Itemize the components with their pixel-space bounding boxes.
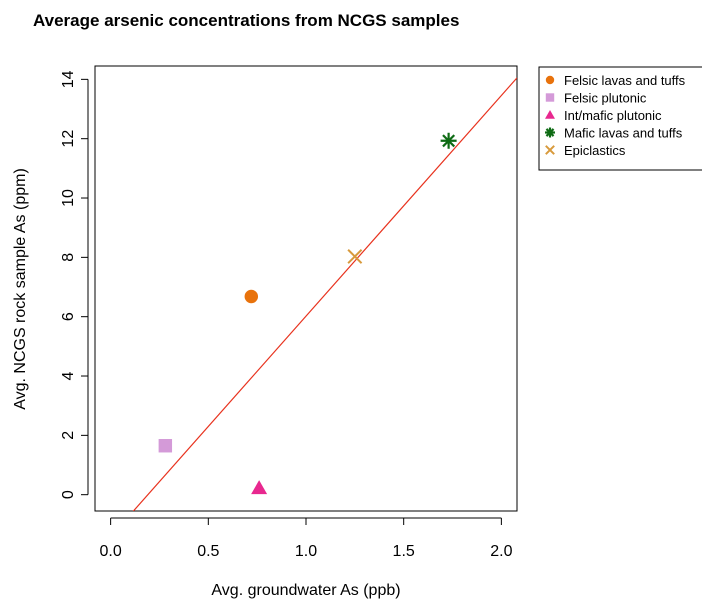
data-point-asterisk	[440, 132, 457, 149]
y-tick-label: 10	[60, 189, 77, 207]
legend-box	[538, 66, 702, 171]
fit-line	[132, 77, 517, 511]
plot-frame	[94, 65, 518, 512]
legend-label: Epiclastics	[564, 143, 626, 158]
y-tick-label: 14	[60, 70, 77, 88]
legend-marker-triangle	[545, 110, 555, 119]
data-point-asterisk-stroke	[442, 134, 456, 148]
data-point-square	[158, 439, 173, 453]
legend-label: Int/mafic plutonic	[564, 108, 662, 123]
legend-label: Mafic lavas and tuffs	[564, 126, 683, 141]
data-point-circle	[244, 289, 259, 304]
x-tick-label: 0.0	[100, 543, 122, 560]
x-tick-label: 1.5	[393, 543, 415, 560]
legend-label: Felsic lavas and tuffs	[564, 73, 686, 88]
legend-label: Felsic plutonic	[564, 91, 647, 106]
legend-items: Felsic lavas and tuffs Felsic plutonic Int…	[545, 73, 686, 158]
x-tick-label: 0.5	[197, 543, 219, 560]
x-axis-label: Avg. groundwater As (ppb)	[211, 582, 400, 599]
x-axis: 0.0 0.5 1.0 1.5 2.0	[100, 517, 513, 560]
x-tick-label: 1.0	[295, 543, 317, 560]
x-tick-label: 2.0	[490, 543, 512, 560]
legend: Felsic lavas and tuffs Felsic plutonic Int…	[538, 66, 702, 171]
plot-area	[132, 77, 517, 511]
y-tick-label: 4	[60, 371, 77, 380]
data-point-cross-stroke	[347, 249, 363, 264]
y-axis: 0 2 4 6 8 10 12 14	[60, 70, 89, 499]
y-tick-label: 0	[60, 490, 77, 499]
legend-marker-asterisk	[545, 127, 555, 138]
legend-marker-cross	[545, 145, 555, 155]
data-point-cross	[347, 249, 363, 264]
chart-title: Average arsenic concentrations from NCGS…	[33, 11, 459, 30]
y-tick-label: 12	[60, 130, 77, 148]
y-tick-label: 2	[60, 431, 77, 440]
y-axis-label: Avg. NCGS rock sample As (ppm)	[12, 168, 29, 410]
legend-marker-cross-stroke	[545, 145, 555, 155]
legend-marker-square	[545, 93, 555, 102]
data-point-triangle	[251, 480, 268, 495]
legend-marker-asterisk-stroke	[545, 128, 555, 137]
y-tick-label: 6	[60, 312, 77, 321]
y-tick-label: 8	[60, 253, 77, 262]
legend-marker-circle	[545, 75, 555, 85]
